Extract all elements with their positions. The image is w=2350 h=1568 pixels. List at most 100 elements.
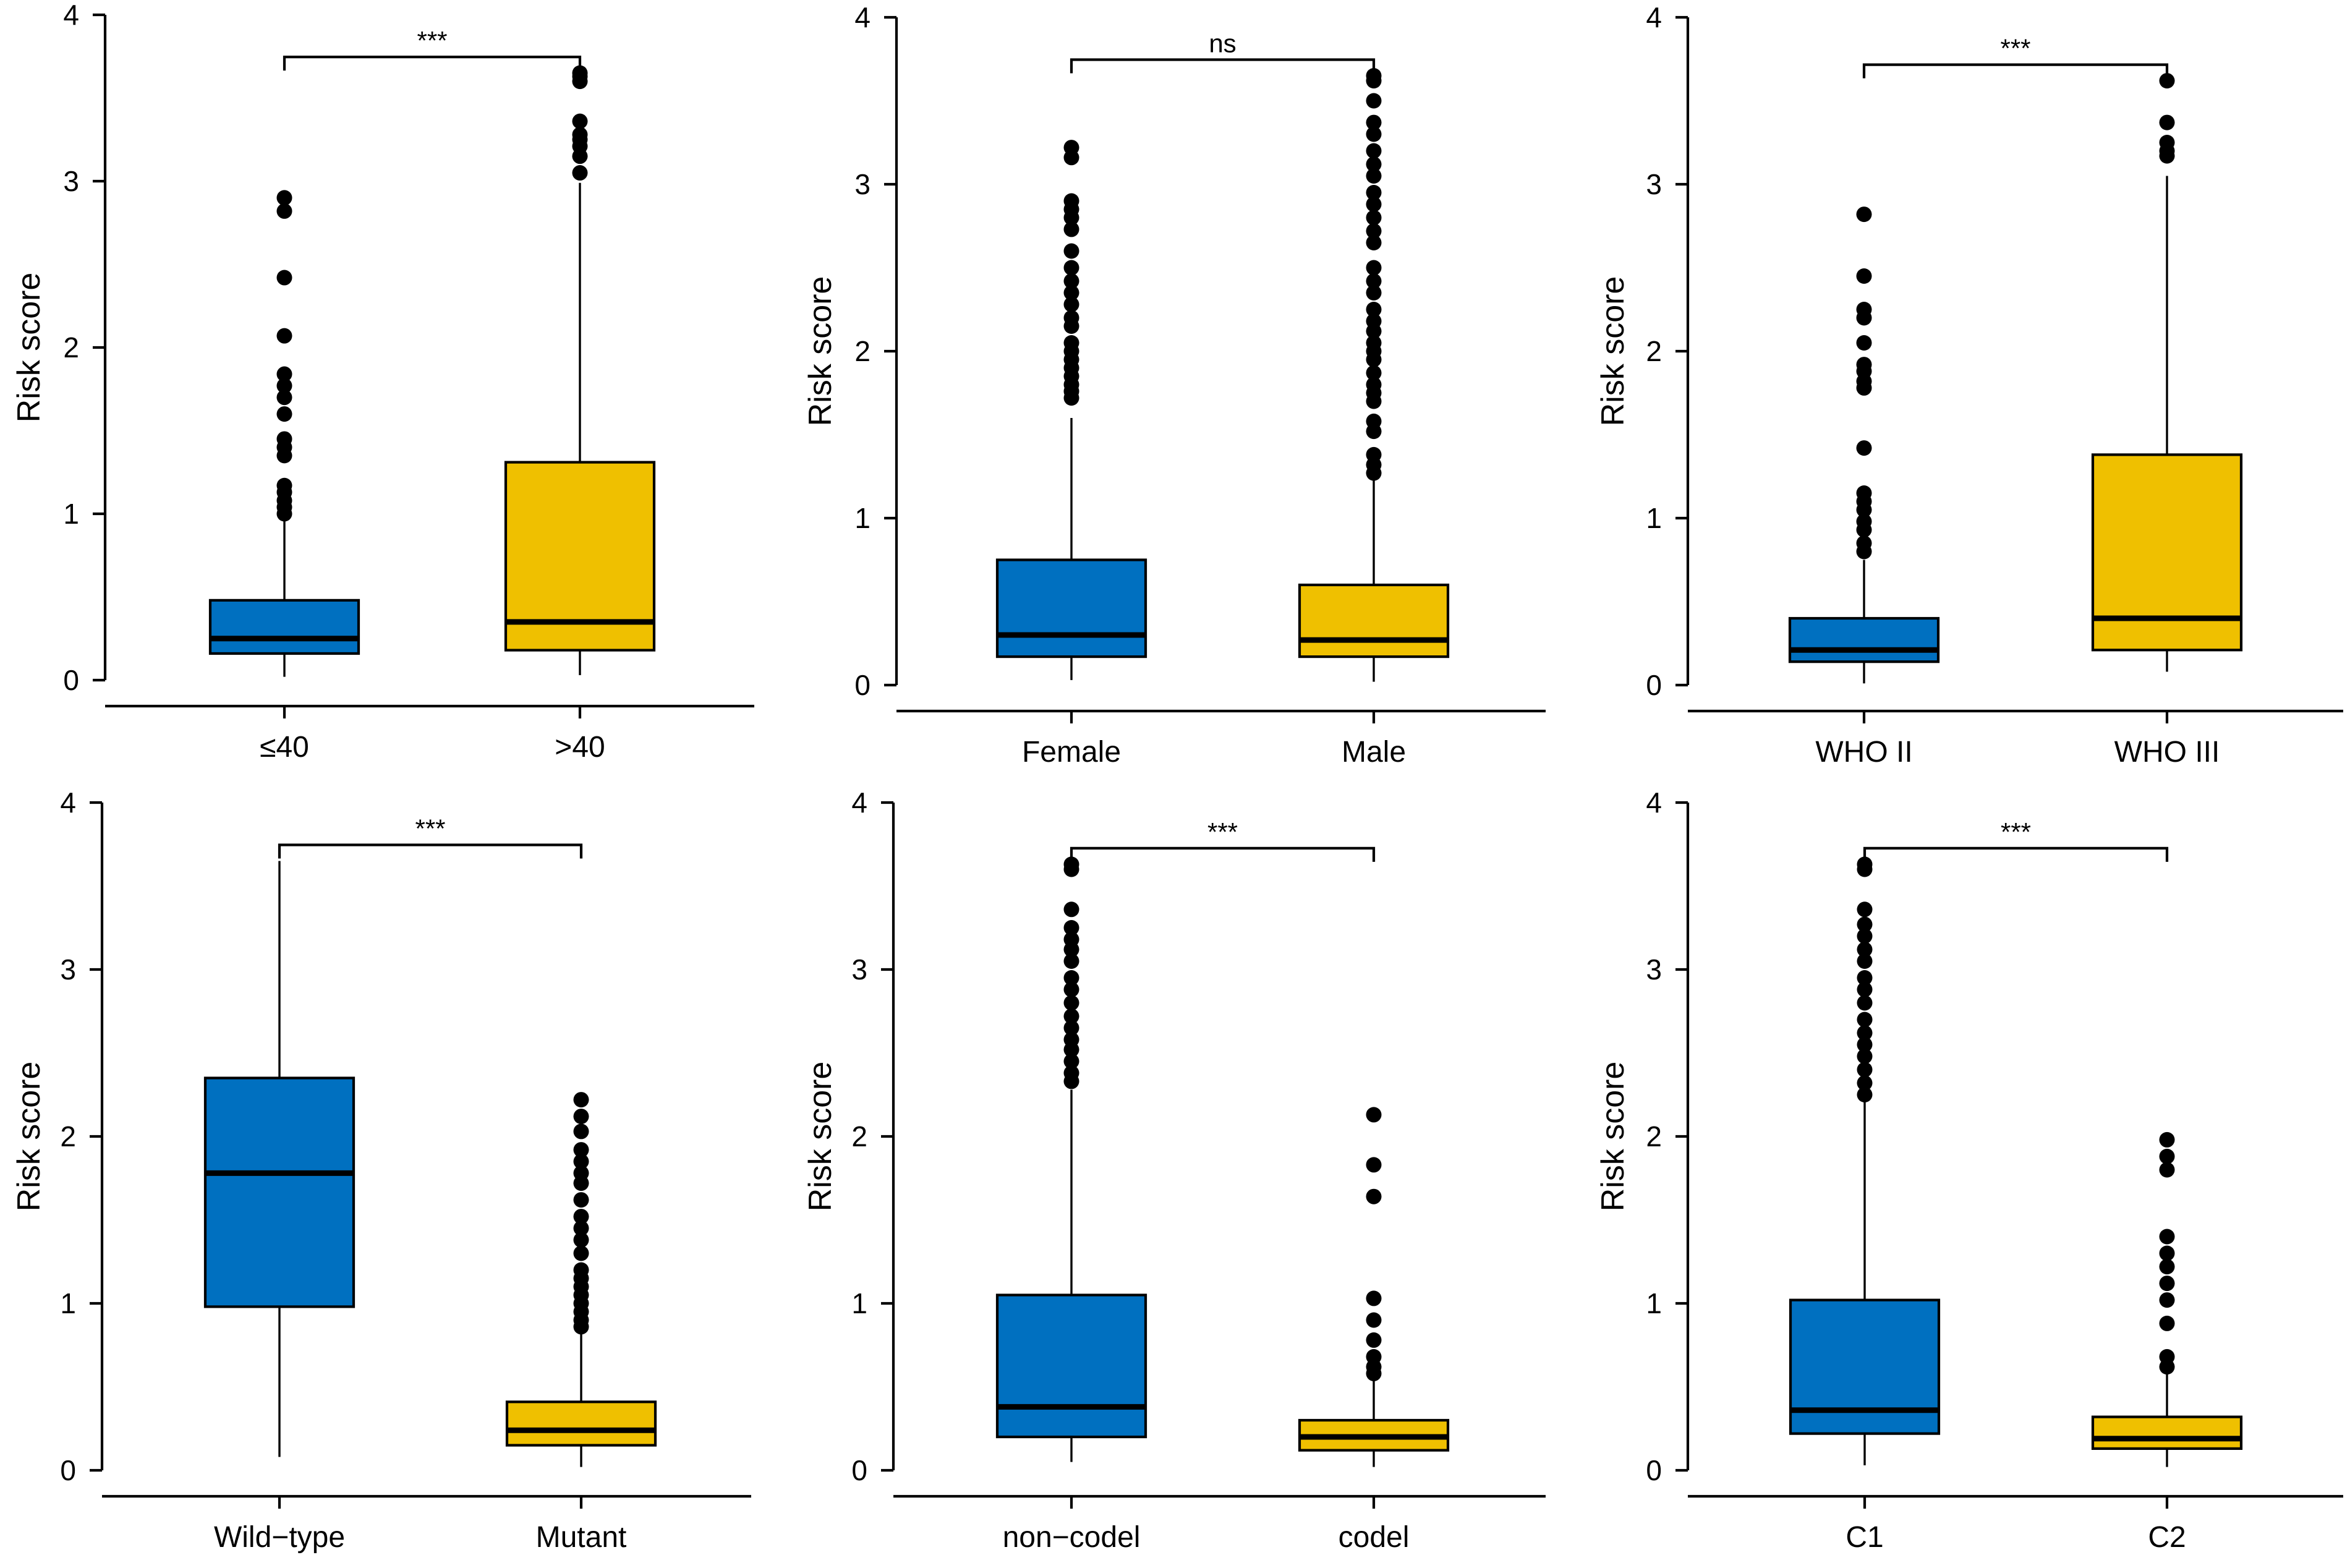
outlier-point	[1366, 273, 1382, 289]
box-group2	[2091, 73, 2243, 672]
y-tick-label: 1	[63, 498, 79, 530]
outlier-point	[1366, 1107, 1382, 1123]
outlier-point	[572, 165, 588, 181]
y-tick-label: 0	[851, 1454, 867, 1486]
outlier-point	[1366, 260, 1382, 276]
outlier-point	[1856, 357, 1872, 373]
iqr-box	[208, 599, 360, 655]
y-tick-label: 3	[63, 165, 79, 197]
x-category-label: Mutant	[536, 1521, 627, 1554]
y-axis-title: Risk score	[802, 1062, 838, 1212]
outlier-point	[573, 1192, 589, 1208]
outlier-point	[1063, 1020, 1079, 1036]
outlier-point	[1856, 535, 1872, 551]
outlier-point	[1857, 942, 1873, 958]
x-category-label: non−codel	[1003, 1521, 1141, 1554]
outlier-point	[1063, 970, 1079, 986]
significance-bracket	[1070, 58, 1376, 74]
outlier-point	[1857, 953, 1873, 969]
x-category-label: C2	[2148, 1521, 2186, 1554]
panel-3: 0 1 2 3 4 Risk score WHO II WHO III ***	[1595, 1, 2343, 769]
outlier-point	[1366, 313, 1382, 329]
outlier-point	[276, 328, 292, 344]
x-category-label: WHO III	[2114, 736, 2220, 769]
outlier-point	[573, 1262, 589, 1278]
outlier-point	[1063, 140, 1079, 156]
outlier-point	[1366, 156, 1382, 173]
x-category-label: codel	[1339, 1521, 1410, 1554]
y-tick-label: 3	[854, 168, 871, 200]
outlier-point	[1366, 114, 1382, 130]
outlier-point	[276, 431, 292, 447]
outlier-point	[1366, 1312, 1382, 1328]
outlier-point	[1063, 243, 1079, 259]
box-group1	[1788, 207, 1940, 684]
box-group1	[995, 140, 1147, 680]
outlier-point	[573, 1165, 589, 1181]
outlier-point	[1857, 1075, 1873, 1091]
outlier-point	[1366, 126, 1382, 142]
y-tick-label: 2	[854, 335, 871, 367]
outlier-point	[2159, 114, 2175, 130]
panel-2: 0 1 2 3 4 Risk score Female Male ns	[802, 1, 1546, 769]
outlier-point	[573, 1221, 589, 1236]
box-group2	[505, 1092, 657, 1467]
outlier-point	[1366, 446, 1382, 462]
box-group1	[203, 861, 355, 1457]
outlier-point	[1366, 143, 1382, 159]
outlier-point	[276, 190, 292, 206]
outlier-point	[2159, 1162, 2175, 1178]
outlier-point	[1366, 335, 1382, 351]
outlier-point	[1063, 296, 1079, 312]
iqr-box	[2091, 1415, 2243, 1451]
outlier-point	[1063, 260, 1079, 276]
significance-bracket	[278, 843, 583, 859]
y-tick-label: 1	[1646, 1287, 1662, 1319]
outlier-point	[1856, 302, 1872, 317]
outlier-point	[1857, 1012, 1873, 1028]
outlier-point	[276, 203, 292, 219]
outlier-point	[2159, 1315, 2175, 1331]
box-group2	[2091, 1131, 2243, 1467]
outlier-point	[2159, 135, 2175, 150]
iqr-box	[504, 461, 656, 652]
y-tick-label: 3	[1646, 168, 1662, 200]
y-tick-label: 0	[1646, 1454, 1662, 1486]
outlier-point	[2159, 73, 2175, 89]
y-tick-label: 0	[1646, 669, 1662, 701]
outlier-point	[1063, 901, 1079, 918]
outlier-point	[1857, 916, 1873, 932]
outlier-point	[1366, 1332, 1382, 1348]
outlier-point	[572, 127, 588, 143]
iqr-box	[1298, 583, 1450, 658]
box-group2	[504, 65, 656, 675]
x-category-label: >40	[555, 731, 605, 764]
iqr-box	[995, 558, 1147, 658]
outlier-point	[1063, 193, 1079, 209]
outlier-point	[573, 1092, 589, 1108]
iqr-box	[1788, 616, 1940, 663]
outlier-point	[572, 65, 588, 81]
y-tick-label: 4	[63, 0, 79, 31]
outlier-point	[572, 113, 588, 129]
outlier-point	[1857, 1025, 1873, 1041]
outlier-point	[1857, 981, 1873, 997]
outlier-point	[2159, 1259, 2175, 1275]
outlier-point	[1366, 168, 1382, 184]
outlier-point	[2159, 1131, 2175, 1148]
y-tick-label: 2	[851, 1120, 867, 1153]
outlier-point	[1366, 223, 1382, 239]
outlier-point	[1856, 485, 1872, 501]
outlier-point	[1366, 1188, 1382, 1204]
box-group1	[208, 190, 360, 677]
y-tick-label: 0	[63, 664, 79, 696]
outlier-point	[1063, 981, 1079, 997]
y-tick-label: 4	[851, 786, 867, 819]
significance-bracket	[283, 56, 582, 71]
outlier-point	[573, 1123, 589, 1140]
significance-bracket	[1863, 846, 2169, 862]
significance-label: ns	[1209, 29, 1236, 58]
y-tick-label: 4	[60, 786, 76, 819]
outlier-point	[1856, 440, 1872, 456]
